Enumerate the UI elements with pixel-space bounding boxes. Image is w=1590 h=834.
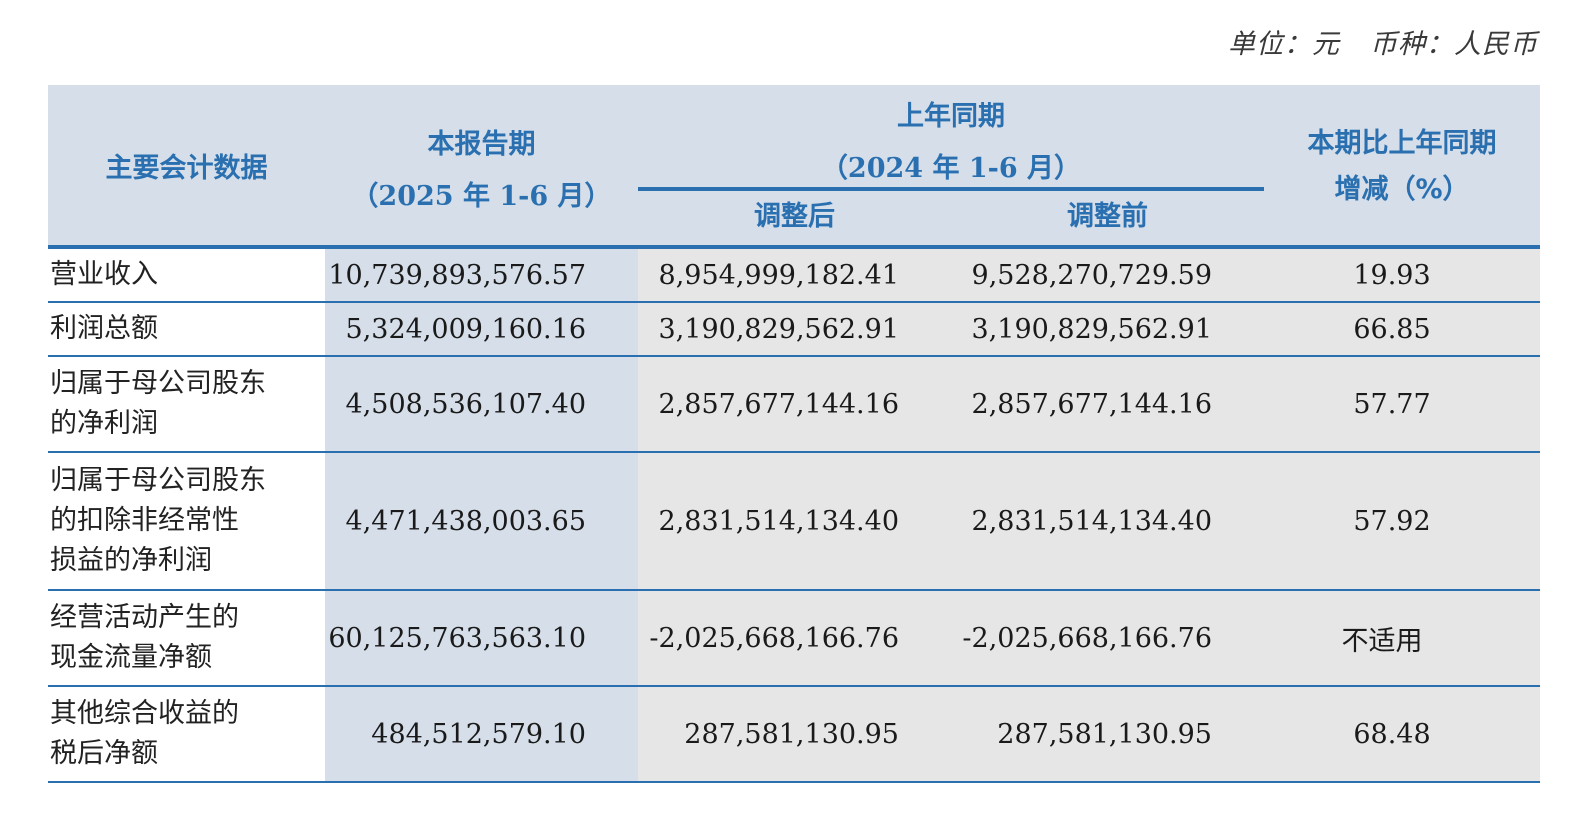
unit-line: 单位：元 币种：人民币 <box>1228 22 1538 61</box>
currency-text: 币种：人民币 <box>1370 29 1538 60</box>
change-value: 66.85 <box>1264 303 1540 355</box>
header-change: 本期比上年同期 增减（%） <box>1264 121 1540 213</box>
header-adjusted-before: 调整前 <box>1067 201 1148 232</box>
current-value: 10,739,893,576.57 <box>325 249 638 301</box>
adjusted-after-value: 3,190,829,562.91 <box>638 303 951 355</box>
adjusted-before-value: 287,581,130.95 <box>951 687 1264 781</box>
change-value: 57.77 <box>1264 357 1540 451</box>
row-label: 归属于母公司股东 的扣除非经常性 损益的净利润 <box>48 453 325 589</box>
header-change-line1: 本期比上年同期 <box>1307 128 1497 159</box>
header-prior-line2: （2024 年 1-6 月） <box>820 153 1082 184</box>
header-prior-line1: 上年同期 <box>897 101 1005 132</box>
table-row: 经营活动产生的 现金流量净额 60,125,763,563.10 -2,025,… <box>48 591 1540 687</box>
adjusted-before-value: 3,190,829,562.91 <box>951 303 1264 355</box>
table-header: 主要会计数据 本报告期 （2025 年 1-6 月） 上年同期 （2024 年 … <box>48 85 1540 245</box>
header-adjusted-after: 调整后 <box>754 201 835 232</box>
adjusted-after-value: 287,581,130.95 <box>638 687 951 781</box>
adjusted-after-value: 2,831,514,134.40 <box>638 453 951 589</box>
header-change-line2: 增减（%） <box>1334 174 1470 205</box>
header-item: 主要会计数据 <box>105 152 268 184</box>
current-value: 4,471,438,003.65 <box>325 453 638 589</box>
header-sub-rule <box>638 187 1264 191</box>
row-label: 归属于母公司股东 的净利润 <box>48 357 325 451</box>
table-row: 利润总额 5,324,009,160.16 3,190,829,562.91 3… <box>48 303 1540 357</box>
change-value: 不适用 <box>1264 591 1540 685</box>
current-value: 4,508,536,107.40 <box>325 357 638 451</box>
adjusted-before-value: -2,025,668,166.76 <box>951 591 1264 685</box>
adjusted-after-value: 2,857,677,144.16 <box>638 357 951 451</box>
change-value: 19.93 <box>1264 249 1540 301</box>
change-value: 68.48 <box>1264 687 1540 781</box>
row-label: 经营活动产生的 现金流量净额 <box>48 591 325 685</box>
header-current-line1: 本报告期 <box>427 129 536 160</box>
current-value: 60,125,763,563.10 <box>325 591 638 685</box>
adjusted-after-value: 8,954,999,182.41 <box>638 249 951 301</box>
change-value: 57.92 <box>1264 453 1540 589</box>
header-prior-period: 上年同期 （2024 年 1-6 月） <box>638 91 1264 195</box>
adjusted-after-value: -2,025,668,166.76 <box>638 591 951 685</box>
adjusted-before-value: 2,831,514,134.40 <box>951 453 1264 589</box>
table-row: 归属于母公司股东 的净利润 4,508,536,107.40 2,857,677… <box>48 357 1540 453</box>
financial-data-table: 主要会计数据 本报告期 （2025 年 1-6 月） 上年同期 （2024 年 … <box>48 85 1540 783</box>
row-label: 营业收入 <box>48 249 325 301</box>
table-row: 营业收入 10,739,893,576.57 8,954,999,182.41 … <box>48 249 1540 303</box>
table-row: 归属于母公司股东 的扣除非经常性 损益的净利润 4,471,438,003.65… <box>48 453 1540 591</box>
header-rule <box>48 245 1540 249</box>
adjusted-before-value: 2,857,677,144.16 <box>951 357 1264 451</box>
table-row: 其他综合收益的 税后净额 484,512,579.10 287,581,130.… <box>48 687 1540 783</box>
unit-text: 单位：元 <box>1228 29 1340 60</box>
row-label: 利润总额 <box>48 303 325 355</box>
adjusted-before-value: 9,528,270,729.59 <box>951 249 1264 301</box>
row-label: 其他综合收益的 税后净额 <box>48 687 325 781</box>
header-current-line2: （2025 年 1-6 月） <box>351 181 612 212</box>
header-current-period: 本报告期 （2025 年 1-6 月） <box>325 119 638 223</box>
current-value: 484,512,579.10 <box>325 687 638 781</box>
current-value: 5,324,009,160.16 <box>325 303 638 355</box>
